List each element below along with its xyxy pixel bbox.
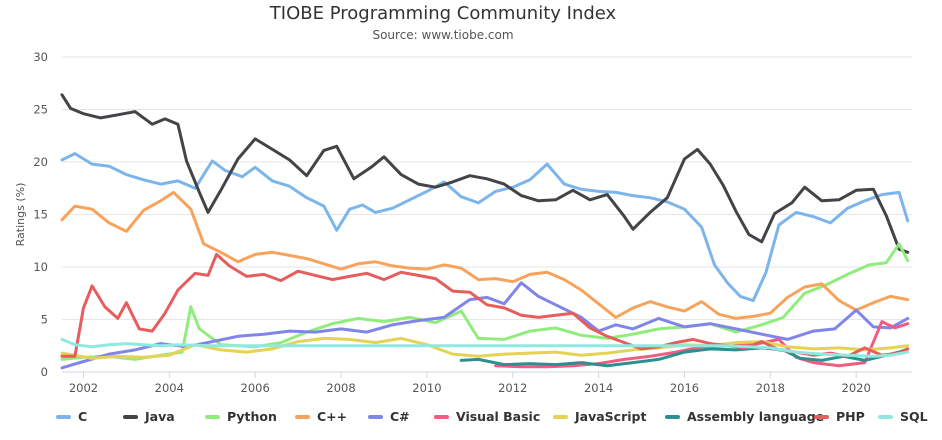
x-tick-label: 2018 — [756, 381, 785, 395]
legend-item[interactable]: C — [56, 409, 87, 424]
legend-swatch — [434, 414, 449, 419]
legend-item[interactable]: JavaScript — [553, 409, 646, 424]
legend-swatch — [878, 414, 893, 419]
y-tick-label: 5 — [41, 313, 48, 327]
x-tick-label: 2004 — [155, 381, 184, 395]
series-line-c-[interactable] — [60, 190, 910, 320]
y-tick-label: 20 — [33, 155, 48, 169]
legend-swatch — [205, 414, 220, 419]
grid-lines — [62, 56, 912, 373]
legend-item[interactable]: Python — [205, 409, 277, 424]
legend-item[interactable]: Visual Basic — [434, 409, 540, 424]
chart-title: TIOBE Programming Community Index — [269, 3, 617, 24]
series-line-assembly-language[interactable] — [459, 346, 910, 368]
y-tick-label: 0 — [41, 365, 48, 379]
legend-label: JavaScript — [575, 409, 647, 424]
legend-item[interactable]: PHP — [814, 409, 865, 424]
series-line-java[interactable] — [60, 93, 910, 254]
chart-subtitle: Source: www.tiobe.com — [372, 28, 514, 42]
series-lines — [60, 93, 910, 370]
x-axis-ticks: 2002 2004 2006 2008 2010 2012 2014 2016 2018 2020 — [62, 371, 912, 395]
legend-label: Assembly language — [687, 409, 825, 424]
y-tick-label: 25 — [33, 103, 48, 117]
series-line-javascript[interactable] — [60, 336, 910, 360]
legend-label: PHP — [836, 409, 865, 424]
legend-label: C++ — [317, 409, 348, 424]
legend-label: C — [78, 409, 88, 424]
legend-swatch — [665, 414, 680, 419]
legend-item[interactable]: C# — [368, 409, 410, 424]
x-tick-label: 2008 — [326, 381, 355, 395]
legend-label: C# — [390, 409, 410, 424]
series-line-php[interactable] — [60, 252, 910, 358]
legend-swatch — [295, 414, 310, 419]
legend-item[interactable]: C++ — [295, 409, 347, 424]
legend-swatch — [123, 414, 138, 419]
y-tick-label: 10 — [33, 260, 48, 274]
legend-swatch — [368, 414, 383, 419]
legend-label: Visual Basic — [456, 409, 541, 424]
legend-label: SQL — [900, 409, 928, 424]
x-tick-label: 2016 — [670, 381, 699, 395]
series-line-sql[interactable] — [60, 337, 910, 358]
y-tick-label: 15 — [33, 208, 48, 222]
y-axis-ticks: 0 5 10 15 20 25 30 — [33, 50, 48, 379]
legend-swatch — [553, 414, 568, 419]
legend-label: Java — [145, 409, 175, 424]
x-tick-label: 2010 — [412, 381, 441, 395]
x-tick-label: 2002 — [69, 381, 98, 395]
legend-swatch — [814, 414, 829, 419]
y-axis-label: Ratings (%) — [14, 183, 27, 247]
legend-item[interactable]: SQL — [878, 409, 928, 424]
series-line-python[interactable] — [60, 242, 910, 361]
series-line-c-[interactable] — [60, 281, 910, 370]
series-line-c[interactable] — [60, 152, 910, 303]
x-tick-label: 2012 — [498, 381, 527, 395]
legend-item[interactable]: Java — [123, 409, 175, 424]
legend-item[interactable]: Assembly language — [665, 409, 824, 424]
legend-label: Python — [227, 409, 277, 424]
x-tick-label: 2014 — [584, 381, 613, 395]
x-tick-label: 2006 — [241, 381, 270, 395]
y-tick-label: 30 — [33, 50, 48, 64]
x-tick-label: 2020 — [842, 381, 871, 395]
legend-swatch — [56, 414, 71, 419]
